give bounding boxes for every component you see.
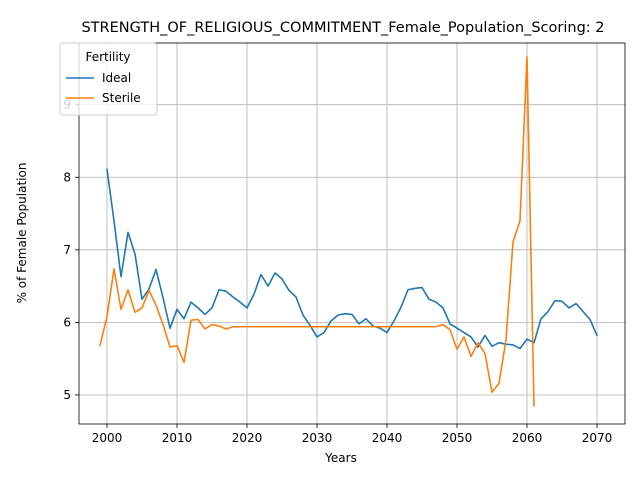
x-axis-label: Years xyxy=(324,451,357,465)
legend-title: Fertility xyxy=(85,50,130,64)
legend-label-ideal: Ideal xyxy=(102,71,131,85)
legend-box xyxy=(59,42,158,116)
y-tick-label: 7 xyxy=(63,243,71,257)
series-layer xyxy=(99,55,598,407)
x-tick-label: 2010 xyxy=(162,431,193,445)
y-axis-label: % of Female Population xyxy=(15,163,29,304)
x-tick-label: 2050 xyxy=(442,431,473,445)
x-tick-label: 2070 xyxy=(582,431,613,445)
legend-label-sterile: Sterile xyxy=(102,91,141,105)
x-tick-label: 2030 xyxy=(302,431,333,445)
y-tick-label: 8 xyxy=(63,170,71,184)
grid xyxy=(79,43,625,424)
legend: Fertility Ideal Sterile xyxy=(59,42,158,116)
y-tick-label: 5 xyxy=(63,388,71,402)
series-line-sterile xyxy=(99,55,535,407)
x-tick-label: 2040 xyxy=(372,431,403,445)
x-axis-ticks: 2000 2010 2020 2030 2040 2050 2060 2070 xyxy=(92,424,613,445)
x-tick-label: 2060 xyxy=(512,431,543,445)
x-tick-label: 2000 xyxy=(92,431,123,445)
x-tick-label: 2020 xyxy=(232,431,263,445)
y-tick-label: 6 xyxy=(63,315,71,329)
series-line-ideal xyxy=(106,168,598,350)
chart-title: STRENGTH_OF_RELIGIOUS_COMMITMENT_Female_… xyxy=(81,20,604,36)
plot-frame xyxy=(78,42,626,425)
